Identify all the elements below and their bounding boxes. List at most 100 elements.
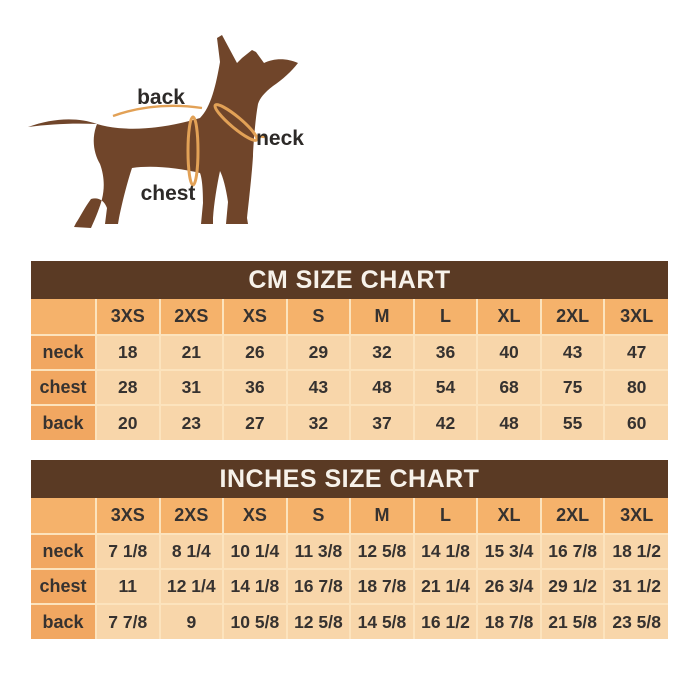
size-value-cell: 23 5/8 (603, 603, 668, 639)
size-value-cell: 36 (412, 334, 479, 371)
size-value-cell: 20 (95, 404, 161, 440)
size-value-cell: 27 (222, 404, 288, 440)
size-column-header: XL (476, 498, 542, 535)
size-value-cell: 48 (349, 369, 415, 406)
corner-cell (31, 299, 97, 336)
size-value-cell: 68 (476, 369, 542, 406)
size-value-cell: 9 (158, 603, 225, 639)
size-value-cell: 32 (285, 404, 352, 440)
size-value-cell: 18 1/2 (603, 533, 668, 570)
size-column-header: L (412, 498, 479, 535)
neck-pointer-line (255, 134, 266, 139)
size-value-cell: 14 5/8 (349, 603, 415, 639)
size-value-cell: 12 5/8 (285, 603, 352, 639)
size-value-cell: 18 (95, 334, 161, 371)
corner-cell (31, 498, 97, 535)
size-value-cell: 48 (476, 404, 542, 440)
size-column-header: 3XS (95, 299, 161, 336)
inches-chart-title-bar: INCHES SIZE CHART (31, 460, 668, 498)
size-value-cell: 55 (539, 404, 606, 440)
size-column-header: L (412, 299, 479, 336)
size-column-header: 3XS (95, 498, 161, 535)
measure-row-label: chest (31, 369, 97, 406)
neck-measure-ellipse (213, 103, 259, 142)
size-value-cell: 21 1/4 (412, 568, 479, 605)
size-column-header: 2XS (158, 299, 225, 336)
measure-row: neck 18 21 26 29 32 36 40 43 47 (31, 334, 668, 371)
size-value-cell: 54 (412, 369, 479, 406)
size-value-cell: 12 1/4 (158, 568, 225, 605)
size-value-cell: 37 (349, 404, 415, 440)
size-value-cell: 14 1/8 (222, 568, 288, 605)
cm-size-table: 3XS 2XS XS S M L XL 2XL 3XL neck 18 21 26 29 32 36 40 43 4… (31, 299, 668, 440)
dog-measurement-diagram: back chest neck (15, 5, 345, 250)
neck-label: neck (256, 127, 304, 150)
inches-size-chart-section: INCHES SIZE CHART 3XS 2XS XS S M L XL 2XL 3XL nec… (31, 460, 668, 639)
size-value-cell: 29 1/2 (539, 568, 606, 605)
inches-size-table: 3XS 2XS XS S M L XL 2XL 3XL neck 7 1/8 8 1/4 10 1/4 1… (31, 498, 668, 639)
size-value-cell: 16 7/8 (285, 568, 352, 605)
size-value-cell: 32 (349, 334, 415, 371)
size-column-header: 3XL (603, 299, 668, 336)
size-column-header: XS (222, 299, 288, 336)
measure-row: neck 7 1/8 8 1/4 10 1/4 11 3/8 12 5/8 14 1/8 15… (31, 533, 668, 570)
size-value-cell: 21 5/8 (539, 603, 606, 639)
chest-label: chest (141, 182, 196, 205)
size-value-cell: 18 7/8 (476, 603, 542, 639)
size-value-cell: 21 (158, 334, 225, 371)
measure-row-label: back (31, 603, 97, 639)
size-value-cell: 29 (285, 334, 352, 371)
size-column-header: S (285, 498, 352, 535)
measure-row: back 7 7/8 9 10 5/8 12 5/8 14 5/8 16 1/2 18 7/8… (31, 603, 668, 639)
size-value-cell: 16 7/8 (539, 533, 606, 570)
measure-row-label: neck (31, 334, 97, 371)
measure-row-label: chest (31, 568, 97, 605)
size-value-cell: 47 (603, 334, 668, 371)
size-column-header: 2XL (539, 299, 606, 336)
size-value-cell: 11 (95, 568, 161, 605)
size-value-cell: 12 5/8 (349, 533, 415, 570)
size-header-row: 3XS 2XS XS S M L XL 2XL 3XL (31, 498, 668, 535)
size-column-header: XL (476, 299, 542, 336)
measure-row: back 20 23 27 32 37 42 48 55 60 (31, 404, 668, 440)
size-value-cell: 40 (476, 334, 542, 371)
size-column-header: M (349, 498, 415, 535)
measure-row-label: back (31, 404, 97, 440)
dog-silhouette (28, 35, 298, 228)
size-column-header: 2XL (539, 498, 606, 535)
inches-chart-title: INCHES SIZE CHART (219, 464, 480, 493)
back-label: back (137, 86, 185, 109)
size-value-cell: 26 3/4 (476, 568, 542, 605)
size-value-cell: 18 7/8 (349, 568, 415, 605)
size-value-cell: 15 3/4 (476, 533, 542, 570)
size-column-header: 3XL (603, 498, 668, 535)
size-value-cell: 14 1/8 (412, 533, 479, 570)
size-value-cell: 31 1/2 (603, 568, 668, 605)
cm-chart-title: CM SIZE CHART (248, 265, 451, 294)
size-value-cell: 60 (603, 404, 668, 440)
size-value-cell: 16 1/2 (412, 603, 479, 639)
size-header-row: 3XS 2XS XS S M L XL 2XL 3XL (31, 299, 668, 336)
size-value-cell: 10 5/8 (222, 603, 288, 639)
size-column-header: M (349, 299, 415, 336)
back-measure-line (112, 104, 203, 118)
size-value-cell: 42 (412, 404, 479, 440)
size-column-header: S (285, 299, 352, 336)
size-value-cell: 43 (539, 334, 606, 371)
size-value-cell: 26 (222, 334, 288, 371)
size-value-cell: 36 (222, 369, 288, 406)
size-value-cell: 10 1/4 (222, 533, 288, 570)
size-value-cell: 11 3/8 (285, 533, 352, 570)
size-value-cell: 31 (158, 369, 225, 406)
measure-row: chest 28 31 36 43 48 54 68 75 80 (31, 369, 668, 406)
cm-chart-title-bar: CM SIZE CHART (31, 261, 668, 299)
size-value-cell: 8 1/4 (158, 533, 225, 570)
size-value-cell: 80 (603, 369, 668, 406)
size-column-header: 2XS (158, 498, 225, 535)
size-value-cell: 28 (95, 369, 161, 406)
size-column-header: XS (222, 498, 288, 535)
chest-measure-ellipse (186, 115, 200, 187)
size-value-cell: 7 7/8 (95, 603, 161, 639)
size-value-cell: 75 (539, 369, 606, 406)
cm-size-chart-section: CM SIZE CHART 3XS 2XS XS S M L XL 2XL 3XL neck 18 2… (31, 261, 668, 440)
